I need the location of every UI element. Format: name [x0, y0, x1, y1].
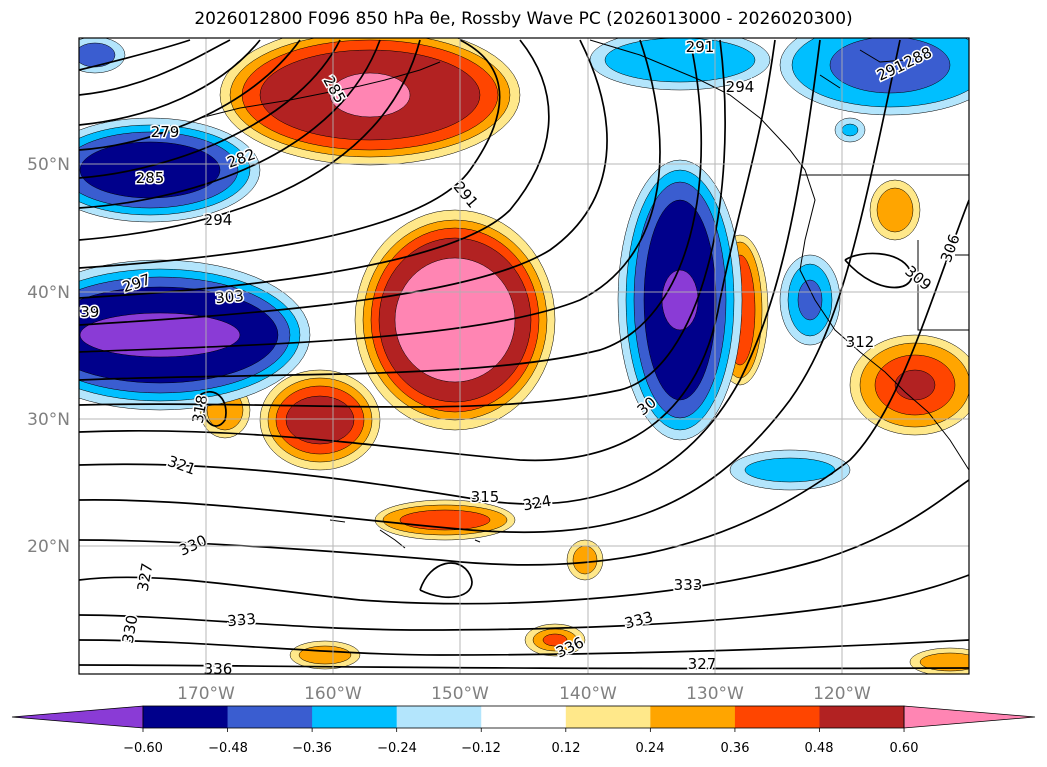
anomaly-level-patch [894, 369, 936, 401]
colorbar-tick-labels: −0.60 −0.48 −0.36 −0.24 −0.12 0.12 0.24 … [123, 741, 918, 756]
contour-label: 333 [674, 576, 703, 594]
lon-tick-120w: 120°W [813, 684, 871, 704]
anomaly-level-patch [797, 279, 823, 321]
lat-tick-20n: 20°N [27, 537, 70, 557]
colorbar-tick: 0.12 [552, 741, 581, 756]
colorbar-extend-max [903, 705, 1036, 729]
contour-label: 294 [204, 211, 233, 229]
anomaly-level-patch [542, 633, 568, 647]
positive-anomaly-small [524, 623, 586, 657]
lon-tick-170w: 170°W [177, 684, 235, 704]
anomaly-level-patch [79, 312, 241, 358]
positive-anomaly-south-band [374, 499, 516, 541]
lon-tick-160w: 160°W [304, 684, 362, 704]
contour-label: 279 [151, 123, 180, 141]
colorbar-tick: 0.36 [721, 741, 750, 756]
negative-anomaly-east-secondary [779, 254, 841, 346]
lon-tick-130w: 130°W [686, 684, 744, 704]
anomaly-level-patch [394, 257, 516, 383]
colorbar-tick: 0.60 [890, 741, 919, 756]
colorbar-tick: 0.48 [805, 741, 834, 756]
lat-tick-50n: 50°N [27, 155, 70, 175]
contour-label: 291 [686, 38, 715, 56]
lat-tick-40n: 40°N [27, 283, 70, 303]
negative-anomaly-west [79, 259, 311, 411]
colorbar-segment [143, 706, 229, 728]
colorbar-segment [650, 706, 736, 728]
colorbar [11, 705, 1036, 732]
lon-tick-140w: 140°W [559, 684, 617, 704]
positive-anomaly-small [289, 640, 361, 670]
negative-anomaly-small [834, 117, 866, 143]
contour-label: 285 [136, 169, 165, 187]
longitude-ticks: 170°W 160°W 150°W 140°W 130°W 120°W [177, 684, 871, 704]
contour-label: 339 [71, 303, 100, 321]
anomaly-level-patch [604, 38, 756, 83]
positive-anomaly-west-lobe [259, 369, 381, 471]
colorbar-extend-min [11, 705, 144, 729]
positive-anomaly-southwest-us [849, 334, 969, 436]
anomaly-level-patch [919, 652, 969, 672]
colorbar-tick: −0.36 [292, 741, 332, 756]
gridlines [79, 38, 969, 674]
contour-label: 336 [204, 660, 233, 678]
negative-anomaly-north [589, 38, 771, 91]
negative-anomaly-small [729, 449, 851, 491]
colorbar-tick: 0.24 [636, 741, 665, 756]
anomaly-level-patch [572, 545, 598, 575]
anomaly-level-patch [298, 645, 352, 665]
map-frame [78, 37, 970, 675]
contour-label: 303 [215, 287, 245, 307]
positive-anomaly-interior [869, 179, 921, 241]
anomaly-level-patch [285, 395, 355, 445]
colorbar-tick: −0.12 [461, 741, 501, 756]
negative-anomaly-northeast [779, 38, 969, 116]
colorbar-segment [565, 706, 651, 728]
lat-tick-30n: 30°N [27, 410, 70, 430]
positive-anomaly-north [219, 38, 521, 166]
colorbar-segment [312, 706, 398, 728]
anomaly-level-patch [876, 187, 914, 233]
anomaly-level-patch [79, 42, 116, 68]
colorbar-segment [396, 706, 482, 728]
theta-e-contours [79, 39, 969, 670]
negative-anomaly-east [617, 159, 743, 441]
anomaly-level-patch [744, 457, 836, 483]
figure-title: 2026012800 F096 850 hPa θe, Rossby Wave … [194, 9, 853, 29]
negative-anomaly-corner [79, 38, 126, 74]
anomaly-level-patch [661, 269, 699, 331]
colorbar-tick: −0.60 [123, 741, 163, 756]
contour-label: 315 [471, 488, 500, 506]
lon-tick-150w: 150°W [431, 684, 489, 704]
contour-label: 333 [227, 610, 257, 630]
colorbar-frame [142, 705, 905, 729]
positive-anomaly-center [354, 209, 556, 431]
colorbar-segment [481, 706, 567, 728]
latitude-ticks: 50°N 40°N 30°N 20°N [27, 155, 70, 557]
anomaly-level-patch [829, 38, 951, 94]
anomaly-level-patch [841, 123, 859, 137]
contour-label: 312 [846, 333, 875, 351]
colorbar-tick: −0.24 [377, 741, 417, 756]
rossby-wave-anomaly-shading [79, 38, 969, 674]
colorbar-segment [819, 706, 905, 728]
colorbar-segment [734, 706, 820, 728]
contour-label: 327 [688, 655, 717, 673]
colorbar-segment [227, 706, 313, 728]
contour-label: 294 [726, 78, 755, 96]
colorbar-tick: −0.48 [208, 741, 248, 756]
positive-anomaly-small [909, 647, 969, 674]
